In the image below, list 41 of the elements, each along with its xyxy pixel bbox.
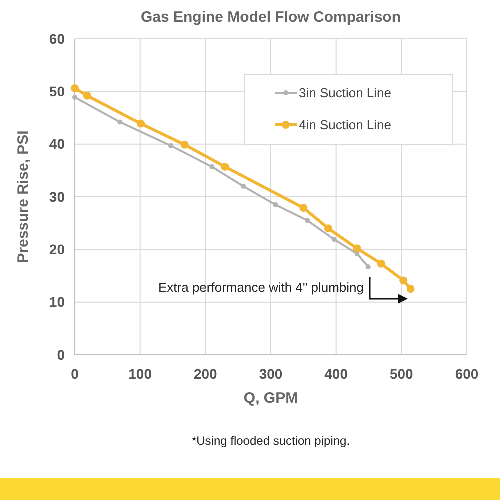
legend-label: 3in Suction Line bbox=[299, 86, 392, 101]
x-axis-title: Q, GPM bbox=[244, 390, 298, 407]
point bbox=[71, 84, 79, 93]
y-tick-label: 0 bbox=[57, 346, 66, 363]
x-tick-label: 500 bbox=[390, 366, 414, 382]
point bbox=[136, 120, 145, 128]
point bbox=[305, 218, 310, 224]
x-tick-label: 100 bbox=[128, 366, 152, 382]
point bbox=[210, 164, 215, 170]
x-tick-label: 0 bbox=[71, 366, 80, 382]
y-tick-label: 60 bbox=[49, 30, 66, 47]
point bbox=[332, 237, 337, 242]
point bbox=[72, 94, 78, 100]
point bbox=[324, 224, 332, 233]
point bbox=[406, 285, 415, 294]
point bbox=[400, 276, 408, 285]
y-tick-label: 20 bbox=[49, 242, 66, 258]
legend-label: 4in Suction Line bbox=[299, 118, 392, 133]
y-axis-title: Pressure Rise, PSI bbox=[15, 130, 32, 264]
point bbox=[83, 92, 92, 100]
point bbox=[221, 162, 230, 171]
x-tick-label: 200 bbox=[194, 366, 218, 382]
point bbox=[118, 120, 123, 125]
text: *Using flooded suction piping. bbox=[192, 434, 350, 448]
point bbox=[353, 244, 362, 253]
x-tick-label: 300 bbox=[259, 366, 283, 382]
point bbox=[366, 264, 371, 270]
point bbox=[241, 184, 246, 189]
y-tick-label: 30 bbox=[49, 188, 66, 205]
y-tick-label: 10 bbox=[49, 294, 66, 310]
point bbox=[180, 140, 189, 149]
point bbox=[273, 202, 278, 208]
y-tick-label: 50 bbox=[49, 84, 66, 100]
chart-title: Gas Engine Model Flow Comparison bbox=[140, 9, 402, 26]
point bbox=[377, 260, 386, 268]
y-tick-label: 40 bbox=[49, 136, 66, 152]
x-tick-label: 600 bbox=[455, 366, 479, 382]
point bbox=[168, 143, 174, 148]
point bbox=[300, 204, 308, 212]
x-tick-label: 400 bbox=[324, 366, 348, 382]
annotation: Extra performance with 4" plumbing bbox=[158, 280, 364, 295]
